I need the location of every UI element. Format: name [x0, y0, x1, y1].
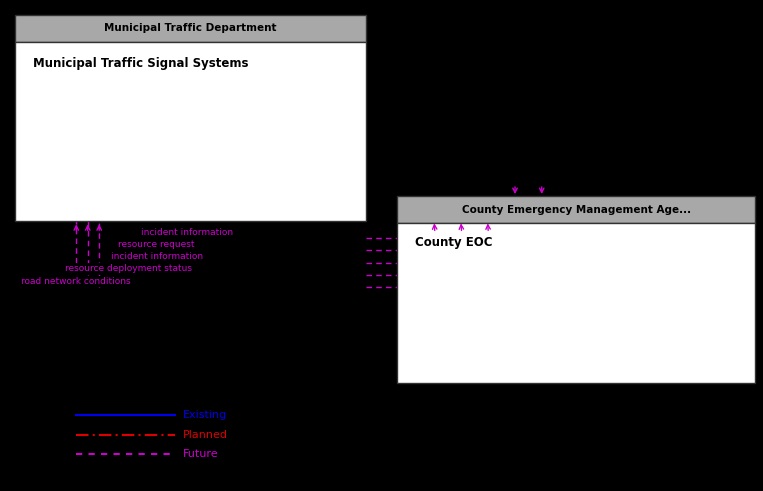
Text: Future: Future	[183, 449, 219, 459]
Text: Municipal Traffic Department: Municipal Traffic Department	[105, 23, 277, 33]
Text: incident information: incident information	[111, 252, 203, 261]
Text: County EOC: County EOC	[415, 236, 492, 249]
Text: County Emergency Management Age...: County Emergency Management Age...	[462, 205, 691, 215]
Text: Planned: Planned	[183, 430, 228, 439]
Text: Municipal Traffic Signal Systems: Municipal Traffic Signal Systems	[33, 57, 248, 70]
Bar	[397, 196, 755, 223]
Text: incident information: incident information	[141, 228, 233, 237]
Bar	[15, 15, 366, 42]
Text: resource request: resource request	[118, 240, 195, 249]
Text: road network conditions: road network conditions	[21, 277, 131, 286]
Text: Existing: Existing	[183, 410, 227, 420]
Bar	[15, 42, 366, 221]
Text: resource deployment status: resource deployment status	[65, 265, 192, 273]
Bar	[397, 223, 755, 383]
